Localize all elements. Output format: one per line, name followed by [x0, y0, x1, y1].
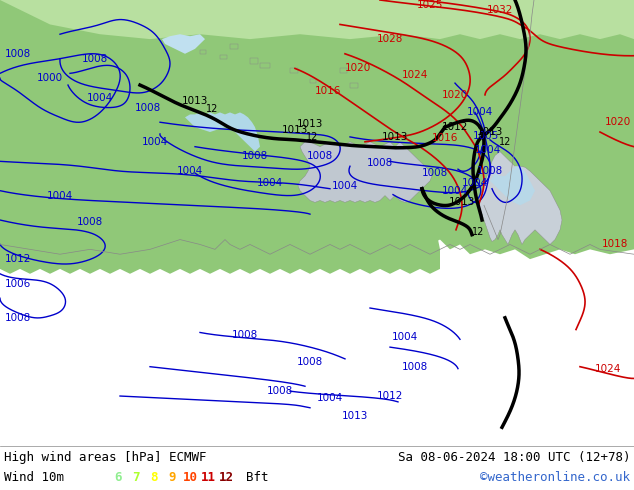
Text: ©weatheronline.co.uk: ©weatheronline.co.uk — [480, 471, 630, 485]
Text: 7: 7 — [133, 471, 139, 485]
Polygon shape — [478, 151, 562, 245]
Polygon shape — [350, 83, 358, 88]
Text: Wind 10m: Wind 10m — [4, 471, 64, 485]
Text: 1004: 1004 — [462, 178, 488, 188]
Polygon shape — [220, 55, 227, 59]
Text: 1000: 1000 — [37, 73, 63, 83]
Text: 1004: 1004 — [87, 93, 113, 103]
Text: 1008: 1008 — [267, 386, 293, 396]
Text: 1004: 1004 — [317, 393, 343, 403]
Text: 1004: 1004 — [332, 181, 358, 191]
Text: 1013: 1013 — [297, 119, 323, 129]
Text: 1008: 1008 — [297, 357, 323, 367]
Text: High wind areas [hPa] ECMWF: High wind areas [hPa] ECMWF — [4, 451, 207, 465]
Text: 12: 12 — [219, 471, 233, 485]
Polygon shape — [0, 0, 634, 259]
Text: 1012: 1012 — [377, 391, 403, 401]
Text: 1016: 1016 — [315, 86, 341, 96]
Text: 10: 10 — [183, 471, 198, 485]
Text: 11: 11 — [200, 471, 216, 485]
Text: 1008: 1008 — [477, 166, 503, 176]
Polygon shape — [0, 0, 440, 274]
Text: 1004: 1004 — [467, 107, 493, 118]
Polygon shape — [250, 58, 258, 64]
Polygon shape — [298, 142, 432, 202]
Text: 1006: 1006 — [5, 279, 31, 289]
Text: 1024: 1024 — [402, 70, 428, 80]
Text: 8: 8 — [150, 471, 158, 485]
Text: 1004: 1004 — [442, 186, 468, 196]
Polygon shape — [162, 34, 205, 54]
Text: 1004: 1004 — [392, 332, 418, 343]
Text: Bft: Bft — [246, 471, 269, 485]
Polygon shape — [340, 69, 347, 74]
Text: 1008: 1008 — [5, 49, 31, 59]
Text: 9: 9 — [168, 471, 176, 485]
Text: 1008: 1008 — [135, 102, 161, 113]
Text: 1008: 1008 — [307, 151, 333, 162]
Text: 1005: 1005 — [473, 131, 499, 141]
Polygon shape — [0, 0, 634, 39]
Polygon shape — [260, 63, 270, 69]
Text: 1012: 1012 — [442, 122, 468, 132]
Text: 1013: 1013 — [281, 125, 308, 135]
Text: 1004: 1004 — [177, 166, 203, 176]
Text: 1004: 1004 — [475, 145, 501, 155]
Text: 12: 12 — [206, 103, 218, 114]
Text: 1018: 1018 — [602, 240, 628, 249]
Text: 1004: 1004 — [47, 191, 73, 200]
Polygon shape — [185, 112, 260, 151]
Polygon shape — [290, 69, 298, 74]
Polygon shape — [310, 79, 316, 83]
Text: Sa 08-06-2024 18:00 UTC (12+78): Sa 08-06-2024 18:00 UTC (12+78) — [398, 451, 630, 465]
Text: 1013: 1013 — [477, 127, 503, 137]
Text: 1020: 1020 — [345, 63, 371, 74]
Text: 1004: 1004 — [257, 178, 283, 188]
Text: 1013: 1013 — [342, 411, 368, 420]
Text: 12: 12 — [472, 227, 484, 237]
Text: 1020: 1020 — [442, 90, 468, 100]
Text: 1025: 1025 — [417, 0, 443, 10]
Text: 1032: 1032 — [487, 5, 513, 15]
Text: 1013: 1013 — [449, 197, 476, 207]
Text: 1016: 1016 — [432, 133, 458, 143]
Text: 12: 12 — [499, 137, 511, 147]
Text: 1008: 1008 — [232, 330, 258, 341]
Text: 1008: 1008 — [422, 168, 448, 178]
Text: 1013: 1013 — [382, 132, 408, 142]
Text: 1028: 1028 — [377, 34, 403, 44]
Polygon shape — [230, 44, 238, 49]
Text: 1024: 1024 — [595, 364, 621, 374]
Text: 1004: 1004 — [142, 137, 168, 147]
Polygon shape — [490, 166, 535, 205]
Polygon shape — [200, 50, 206, 54]
Text: 1008: 1008 — [367, 158, 393, 168]
Text: 1008: 1008 — [402, 362, 428, 372]
Text: 1008: 1008 — [82, 54, 108, 64]
Text: 1020: 1020 — [605, 117, 631, 127]
Text: 1008: 1008 — [5, 313, 31, 323]
Text: 6: 6 — [114, 471, 122, 485]
Text: 1008: 1008 — [242, 151, 268, 162]
Text: 1008: 1008 — [77, 217, 103, 227]
Text: 1013: 1013 — [182, 96, 208, 106]
Text: 12: 12 — [306, 132, 318, 142]
Text: 1012: 1012 — [5, 254, 31, 264]
